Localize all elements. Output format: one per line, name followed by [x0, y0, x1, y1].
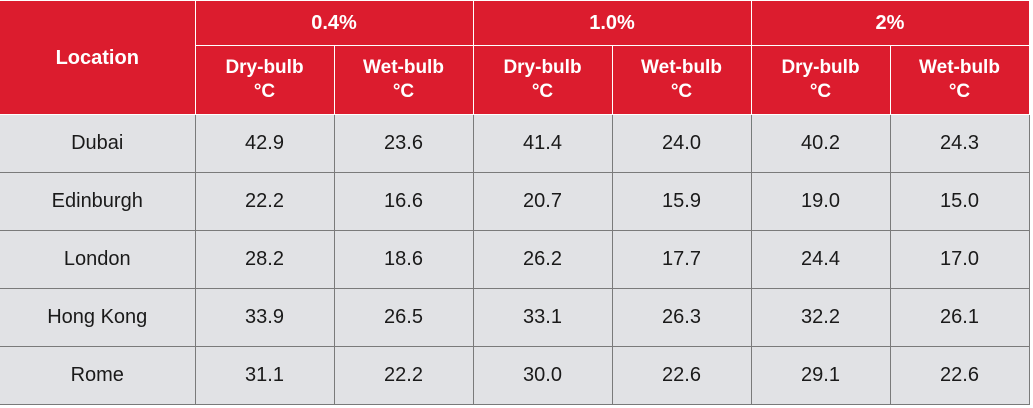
wet-bulb-header: Wet-bulb °C — [611, 45, 752, 115]
value-cell: 26.1 — [889, 288, 1030, 347]
value-cell: 28.2 — [194, 230, 335, 289]
dry-bulb-header: Dry-bulb °C — [750, 45, 891, 115]
value-cell: 22.6 — [889, 346, 1030, 405]
value-cell: 20.7 — [472, 172, 613, 231]
value-cell: 17.7 — [611, 230, 752, 289]
wet-bulb-label: Wet-bulb — [919, 57, 1000, 78]
table-body: Dubai 42.9 23.6 41.4 24.0 40.2 24.3 Edin… — [0, 114, 1030, 405]
unit-label: °C — [392, 81, 415, 102]
unit-label: °C — [809, 81, 832, 102]
header-row-subcolumns: Dry-bulb °C Wet-bulb °C Dry-bulb °C Wet-bul… — [0, 45, 1030, 115]
value-cell: 19.0 — [750, 172, 891, 231]
wet-bulb-header: Wet-bulb °C — [333, 45, 474, 115]
location-header: Location — [0, 0, 196, 115]
value-cell: 18.6 — [333, 230, 474, 289]
group-header-2-percent: 2% — [750, 0, 1030, 46]
value-cell: 22.2 — [333, 346, 474, 405]
value-cell: 32.2 — [750, 288, 891, 347]
value-cell: 33.1 — [472, 288, 613, 347]
value-cell: 23.6 — [333, 114, 474, 173]
location-cell: Dubai — [0, 114, 196, 173]
table-row: Hong Kong 33.9 26.5 33.1 26.3 32.2 26.1 — [0, 288, 1030, 347]
dry-bulb-label: Dry-bulb — [781, 57, 860, 78]
table-header: Location 0.4% 1.0% 2% Dry-bulb °C Wet-bul… — [0, 0, 1030, 115]
location-cell: London — [0, 230, 196, 289]
unit-label: °C — [670, 81, 693, 102]
wet-bulb-header: Wet-bulb °C — [889, 45, 1030, 115]
wet-bulb-label: Wet-bulb — [363, 57, 444, 78]
value-cell: 15.0 — [889, 172, 1030, 231]
value-cell: 24.3 — [889, 114, 1030, 173]
value-cell: 30.0 — [472, 346, 613, 405]
group-header-0-4-percent: 0.4% — [194, 0, 474, 46]
value-cell: 22.2 — [194, 172, 335, 231]
unit-label: °C — [253, 81, 276, 102]
value-cell: 22.6 — [611, 346, 752, 405]
value-cell: 41.4 — [472, 114, 613, 173]
unit-label: °C — [531, 81, 554, 102]
group-header-1-0-percent: 1.0% — [472, 0, 752, 46]
table-row: London 28.2 18.6 26.2 17.7 24.4 17.0 — [0, 230, 1030, 289]
table-row: Dubai 42.9 23.6 41.4 24.0 40.2 24.3 — [0, 114, 1030, 173]
wet-bulb-label: Wet-bulb — [641, 57, 722, 78]
value-cell: 26.5 — [333, 288, 474, 347]
value-cell: 31.1 — [194, 346, 335, 405]
value-cell: 24.4 — [750, 230, 891, 289]
header-row-groups: Location 0.4% 1.0% 2% — [0, 0, 1030, 115]
value-cell: 26.3 — [611, 288, 752, 347]
table-row: Rome 31.1 22.2 30.0 22.6 29.1 22.6 — [0, 346, 1030, 405]
dry-bulb-label: Dry-bulb — [503, 57, 582, 78]
value-cell: 33.9 — [194, 288, 335, 347]
location-cell: Edinburgh — [0, 172, 196, 231]
value-cell: 16.6 — [333, 172, 474, 231]
value-cell: 42.9 — [194, 114, 335, 173]
value-cell: 40.2 — [750, 114, 891, 173]
location-cell: Rome — [0, 346, 196, 405]
value-cell: 24.0 — [611, 114, 752, 173]
dry-bulb-header: Dry-bulb °C — [472, 45, 613, 115]
dry-bulb-header: Dry-bulb °C — [194, 45, 335, 115]
dry-bulb-label: Dry-bulb — [225, 57, 304, 78]
value-cell: 17.0 — [889, 230, 1030, 289]
table-row: Edinburgh 22.2 16.6 20.7 15.9 19.0 15.0 — [0, 172, 1030, 231]
value-cell: 29.1 — [750, 346, 891, 405]
value-cell: 26.2 — [472, 230, 613, 289]
value-cell: 15.9 — [611, 172, 752, 231]
location-cell: Hong Kong — [0, 288, 196, 347]
unit-label: °C — [948, 81, 971, 102]
